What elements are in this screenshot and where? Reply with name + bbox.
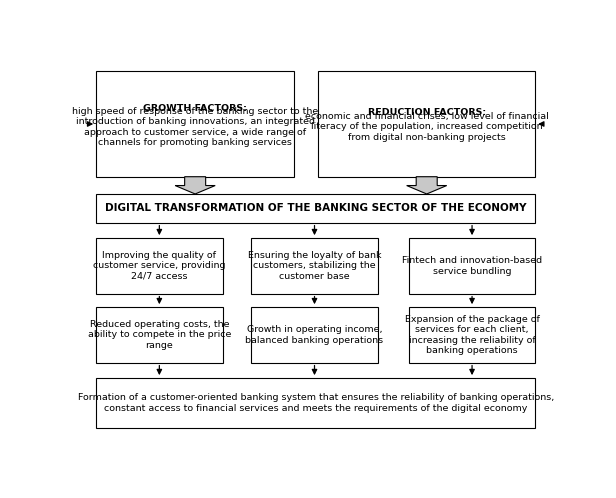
Text: Ensuring the loyalty of bank
customers, stabilizing the
customer base: Ensuring the loyalty of bank customers, … xyxy=(248,251,381,281)
FancyBboxPatch shape xyxy=(96,378,535,428)
FancyBboxPatch shape xyxy=(96,71,294,177)
Text: Fintech and innovation-based
service bundling: Fintech and innovation-based service bun… xyxy=(402,256,542,275)
Text: DIGITAL TRANSFORMATION OF THE BANKING SECTOR OF THE ECONOMY: DIGITAL TRANSFORMATION OF THE BANKING SE… xyxy=(105,203,527,213)
Text: Growth in operating income,
balanced banking operations: Growth in operating income, balanced ban… xyxy=(245,325,384,345)
FancyBboxPatch shape xyxy=(96,307,222,363)
Text: GROWTH FACTORS:: GROWTH FACTORS: xyxy=(143,104,247,113)
Text: Reduced operating costs, the
ability to compete in the price
range: Reduced operating costs, the ability to … xyxy=(87,320,231,350)
FancyBboxPatch shape xyxy=(251,307,378,363)
FancyBboxPatch shape xyxy=(409,238,535,294)
Text: Formation of a customer-oriented banking system that ensures the reliability of : Formation of a customer-oriented banking… xyxy=(78,393,554,413)
Text: economic and financial crises, low level of financial
literacy of the population: economic and financial crises, low level… xyxy=(305,112,549,142)
FancyBboxPatch shape xyxy=(409,307,535,363)
FancyBboxPatch shape xyxy=(96,238,222,294)
Text: REDUCTION FACTORS:: REDUCTION FACTORS: xyxy=(368,108,486,117)
Text: Expansion of the package of
services for each client,
increasing the reliability: Expansion of the package of services for… xyxy=(405,315,540,355)
Polygon shape xyxy=(407,177,447,194)
Polygon shape xyxy=(175,177,215,194)
Text: Improving the quality of
customer service, providing
24/7 access: Improving the quality of customer servic… xyxy=(93,251,225,281)
FancyBboxPatch shape xyxy=(96,194,535,223)
FancyBboxPatch shape xyxy=(251,238,378,294)
FancyBboxPatch shape xyxy=(318,71,535,177)
Text: high speed of response of the banking sector to the
introduction of banking inno: high speed of response of the banking se… xyxy=(72,107,318,147)
